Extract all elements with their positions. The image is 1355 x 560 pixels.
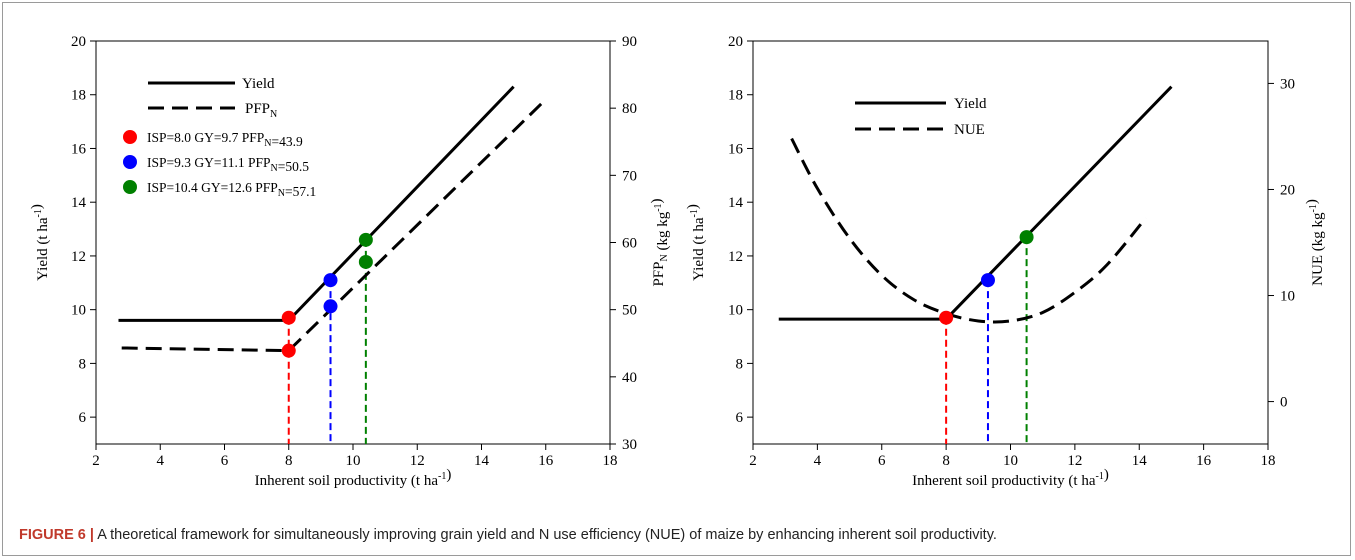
y-tick-label: 16 (728, 141, 744, 157)
legend-marker-red (123, 130, 137, 144)
y2-tick-label: 20 (1280, 182, 1295, 198)
x-tick-label: 6 (878, 453, 886, 469)
x-axis-label: Inherent soil productivity (t ha-1) (912, 467, 1109, 489)
y2-tick-label: 0 (1280, 395, 1288, 411)
legend-point-label-green: ISP=10.4 GY=12.6 PFPN=57.1 (147, 180, 316, 199)
marker-yield-green (1019, 230, 1034, 245)
marker-yield-red (281, 310, 296, 325)
series-line-pfpn (121, 98, 547, 353)
caption-text: A theoretical framework for simultaneous… (97, 527, 997, 543)
x-tick-label: 2 (92, 453, 100, 469)
y2-tick-label: 30 (622, 437, 637, 453)
figure-label: FIGURE 6 | (19, 527, 94, 543)
marker-pfpn-green (358, 254, 373, 269)
x-tick-label: 4 (814, 453, 822, 469)
x-tick-label: 8 (942, 453, 950, 469)
plot-frame (752, 40, 1269, 445)
x-tick-label: 10 (346, 453, 361, 469)
y-tick-label: 18 (728, 88, 743, 104)
y-tick-label: 16 (71, 141, 87, 157)
y2-tick-label: 10 (1280, 289, 1295, 305)
y-tick-label: 12 (728, 249, 743, 265)
y-tick-label: 8 (79, 356, 87, 372)
legend-label-yield: Yield (242, 76, 275, 92)
y-tick-label: 12 (71, 249, 86, 265)
y-tick-label: 6 (79, 410, 87, 426)
y2-tick-label: 70 (622, 168, 637, 184)
x-tick-label: 18 (1261, 453, 1276, 469)
marker-yield-blue (323, 273, 338, 288)
x-axis-label: Inherent soil productivity (t ha-1) (255, 467, 452, 489)
legend-point-label-red: ISP=8.0 GY=9.7 PFPN=43.9 (147, 130, 303, 149)
x-tick-label: 8 (285, 453, 293, 469)
legend-marker-blue (123, 155, 137, 169)
marker-yield-green (358, 232, 373, 247)
y2-tick-label: 80 (622, 101, 637, 117)
marker-yield-blue (980, 273, 995, 288)
figure-caption: FIGURE 6 | A theoretical framework for s… (19, 527, 997, 543)
legend-label-yield: Yield (954, 96, 987, 112)
x-tick-label: 6 (221, 453, 229, 469)
y-tick-label: 6 (736, 410, 744, 426)
series-line-yield (118, 85, 515, 322)
x-tick-label: 10 (1003, 453, 1018, 469)
legend-point-label-blue: ISP=9.3 GY=11.1 PFPN=50.5 (147, 155, 309, 174)
x-tick-label: 12 (1067, 453, 1082, 469)
marker-pfpn-red (281, 343, 296, 358)
y-tick-label: 20 (728, 34, 743, 50)
x-tick-label: 4 (157, 453, 165, 469)
y2-axis-label: NUE (kg kg-1) (1304, 199, 1326, 286)
x-tick-label: 12 (410, 453, 425, 469)
y2-tick-label: 40 (622, 370, 637, 386)
x-tick-label: 14 (474, 453, 490, 469)
x-tick-label: 14 (1132, 453, 1148, 469)
plot-frame (95, 40, 611, 445)
x-tick-label: 18 (603, 453, 618, 469)
y-tick-label: 20 (71, 34, 86, 50)
marker-pfpn-blue (323, 299, 338, 314)
y-tick-label: 10 (728, 303, 743, 319)
x-tick-label: 2 (749, 453, 757, 469)
y-axis-label: Yield (t ha-1) (685, 204, 707, 281)
y2-tick-label: 50 (622, 303, 637, 319)
marker-yield-red (939, 310, 954, 325)
y-tick-label: 18 (71, 88, 86, 104)
legend-label-pfpn: PFPN (245, 101, 277, 120)
y-tick-label: 10 (71, 303, 86, 319)
x-tick-label: 16 (1196, 453, 1212, 469)
legend-label-nue: NUE (954, 122, 985, 138)
y-tick-label: 8 (736, 356, 744, 372)
y2-tick-label: 90 (622, 34, 637, 50)
chart-left: 2 4 6 8 10 12 14 16 18 6 8 10 12 14 16 18 20 30 40 50 60 70 80… (29, 34, 671, 489)
y-axis-label: Yield (t ha-1) (29, 204, 51, 281)
y-tick-label: 14 (71, 195, 87, 211)
x-tick-label: 16 (538, 453, 554, 469)
y-tick-label: 14 (728, 195, 744, 211)
series-line-nue (790, 137, 1147, 324)
y2-tick-label: 30 (1280, 76, 1295, 92)
y2-axis-label: PFPN (kg kg-1) (649, 198, 671, 286)
legend-marker-green (123, 180, 137, 194)
chart-right: 2 4 6 8 10 12 14 16 18 6 8 10 12 14 16 18 20 0 10 20 30 Inher… (685, 34, 1326, 489)
y2-tick-label: 60 (622, 236, 637, 252)
